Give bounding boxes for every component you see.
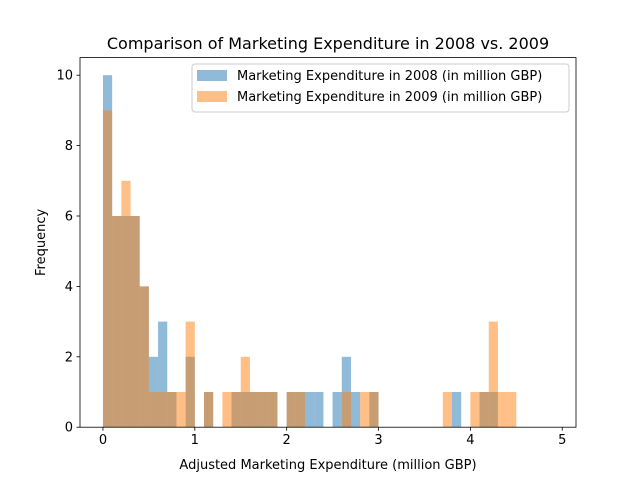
bar-1-17 xyxy=(259,392,269,428)
bar-1-5 xyxy=(148,392,159,428)
bar-1-40 xyxy=(470,392,480,428)
chart-title: Comparison of Marketing Expenditure in 2… xyxy=(107,34,549,53)
bar-0-6 xyxy=(158,321,168,428)
bar-1-16 xyxy=(249,392,260,428)
legend-box xyxy=(191,63,570,113)
bar-1-1 xyxy=(112,216,122,428)
bar-1-7 xyxy=(167,392,177,428)
x-tick-label: 5 xyxy=(558,433,566,448)
bar-1-37 xyxy=(442,392,452,428)
bar-1-8 xyxy=(176,392,186,428)
y-axis-ticks: 0 2 4 6 8 10 xyxy=(56,69,80,436)
bar-1-4 xyxy=(139,286,149,428)
bar-1-18 xyxy=(268,392,278,428)
x-axis-ticks: 0 1 2 3 4 5 xyxy=(99,427,566,448)
y-tick-label: 0 xyxy=(65,421,73,436)
bar-1-3 xyxy=(130,216,140,428)
bar-1-41 xyxy=(479,392,489,428)
y-tick-label: 2 xyxy=(65,350,73,365)
bars-layer xyxy=(102,75,517,428)
bar-1-26 xyxy=(341,392,351,428)
bar-1-2 xyxy=(121,180,131,428)
y-tick-label: 8 xyxy=(65,139,73,154)
bar-1-13 xyxy=(222,392,232,428)
bar-0-22 xyxy=(305,392,315,428)
bar-1-28 xyxy=(360,392,370,428)
y-tick-label: 6 xyxy=(65,210,73,225)
legend-swatch-2008 xyxy=(197,70,227,81)
x-tick-label: 2 xyxy=(283,433,291,448)
bar-1-43 xyxy=(497,392,508,428)
bar-1-21 xyxy=(295,392,306,428)
legend-swatch-2009 xyxy=(197,91,227,102)
bar-0-38 xyxy=(452,392,462,428)
bar-1-0 xyxy=(102,110,113,428)
legend-label-2008: Marketing Expenditure in 2008 (in millio… xyxy=(237,69,542,84)
x-tick-label: 4 xyxy=(466,433,474,448)
y-tick-label: 4 xyxy=(65,280,73,295)
bar-1-6 xyxy=(158,392,168,428)
bar-1-9 xyxy=(185,321,195,428)
bar-1-20 xyxy=(286,392,296,428)
bar-1-14 xyxy=(231,392,241,428)
x-tick-label: 3 xyxy=(374,433,382,448)
y-axis-label: Frequency xyxy=(34,209,49,276)
legend-label-2009: Marketing Expenditure in 2009 (in millio… xyxy=(237,90,542,105)
bar-0-27 xyxy=(350,392,361,428)
bar-1-42 xyxy=(488,321,498,428)
x-axis-label: Adjusted Marketing Expenditure (million … xyxy=(179,458,476,473)
legend: Marketing Expenditure in 2008 (in millio… xyxy=(191,63,570,113)
bar-1-29 xyxy=(369,392,379,428)
x-tick-label: 1 xyxy=(191,433,199,448)
bar-1-44 xyxy=(507,392,517,428)
bar-0-25 xyxy=(332,392,342,428)
y-tick-label: 10 xyxy=(56,69,73,84)
bar-0-23 xyxy=(314,392,324,428)
axes-frame xyxy=(79,57,577,428)
x-tick-label: 0 xyxy=(99,433,107,448)
bar-1-11 xyxy=(204,392,214,428)
bar-1-15 xyxy=(240,356,250,428)
